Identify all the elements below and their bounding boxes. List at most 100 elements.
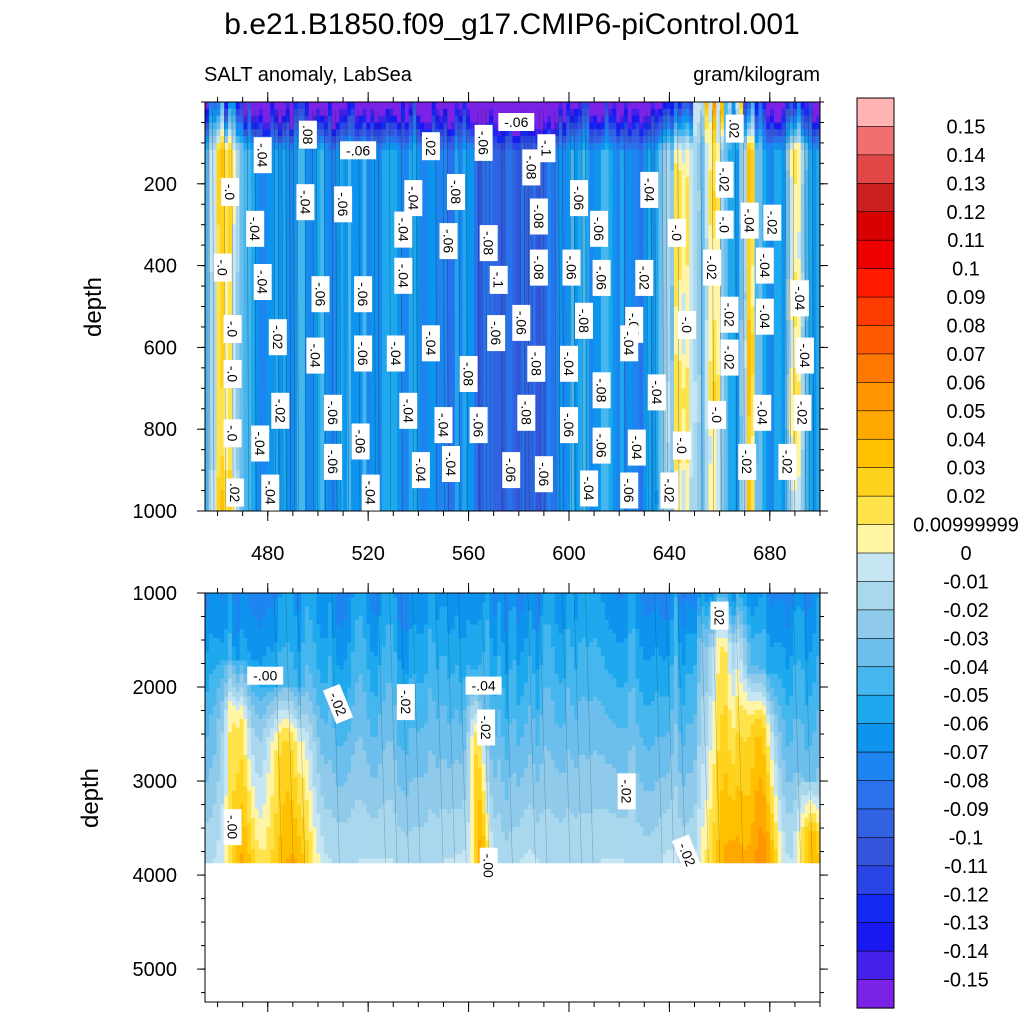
- field-cell: [512, 401, 517, 410]
- field-cell: [335, 333, 340, 341]
- field-cell: [520, 436, 525, 444]
- field-cell: [462, 326, 467, 335]
- field-cell: [489, 183, 494, 192]
- field-cell: [462, 395, 467, 403]
- field-cell: [354, 170, 360, 178]
- field-cell: [381, 176, 387, 185]
- field-cell: [351, 333, 356, 341]
- field-cell: [297, 286, 302, 294]
- field-cell: [366, 183, 371, 192]
- field-cell: [258, 108, 264, 117]
- field-cell: [385, 401, 390, 410]
- field-cell: [239, 299, 244, 307]
- field-cell: [443, 142, 448, 151]
- field-cell: [393, 483, 398, 491]
- field-cell: [270, 102, 275, 110]
- field-cell: [458, 395, 463, 403]
- field-cell: [470, 320, 475, 328]
- field-cell: [304, 265, 310, 273]
- field-cell: [308, 504, 314, 512]
- field-cell: [320, 374, 325, 382]
- field-cell: [366, 170, 371, 178]
- field-cell: [335, 476, 340, 485]
- field-cell: [343, 442, 348, 451]
- field-cell: [493, 170, 498, 178]
- field-cell: [324, 204, 329, 212]
- field-cell: [224, 504, 229, 512]
- field-cell: [285, 136, 290, 144]
- field-cell: [470, 395, 475, 403]
- field-cell: [274, 279, 279, 287]
- field-cell: [408, 504, 413, 512]
- field-cell: [512, 245, 517, 253]
- field-cell: [289, 374, 294, 382]
- field-cell: [266, 381, 271, 389]
- field-cell: [328, 231, 333, 239]
- field-cell: [466, 122, 471, 130]
- field-cell: [343, 415, 348, 423]
- field-cell: [343, 333, 348, 341]
- field-cell: [331, 115, 337, 123]
- field-cell: [243, 197, 248, 205]
- field-cell: [320, 449, 325, 457]
- field-cell: [427, 190, 433, 198]
- field-cell: [251, 183, 256, 192]
- field-cell: [354, 463, 360, 471]
- field-cell: [293, 374, 298, 382]
- field-cell: [362, 401, 367, 410]
- field-cell: [289, 238, 294, 246]
- field-cell: [451, 129, 456, 137]
- field-cell: [347, 415, 352, 423]
- field-cell: [497, 183, 502, 192]
- field-cell: [335, 102, 340, 110]
- field-cell: [243, 388, 248, 396]
- field-cell: [358, 463, 363, 471]
- field-cell: [316, 251, 321, 260]
- field-cell: [381, 449, 387, 457]
- field-cell: [370, 408, 375, 416]
- field-cell: [431, 292, 437, 301]
- field-cell: [308, 306, 314, 314]
- field-cell: [447, 490, 452, 498]
- field-cell: [385, 149, 390, 157]
- field-cell: [343, 265, 348, 273]
- field-cell: [228, 401, 233, 410]
- field-cell: [481, 476, 486, 485]
- field-cell: [239, 354, 244, 362]
- field-cell: [281, 456, 287, 464]
- field-cell: [304, 470, 310, 478]
- field-cell: [289, 326, 294, 335]
- field-cell: [316, 197, 321, 205]
- field-cell: [235, 463, 240, 471]
- field-cell: [243, 449, 248, 457]
- field-cell: [454, 497, 460, 505]
- field-cell: [293, 122, 298, 130]
- field-cell: [489, 456, 494, 464]
- field-cell: [458, 422, 463, 430]
- field-cell: [431, 367, 437, 376]
- field-cell: [404, 456, 410, 464]
- field-cell: [389, 490, 394, 498]
- field-cell: [420, 306, 425, 314]
- field-cell: [416, 497, 421, 505]
- field-cell: [258, 388, 264, 396]
- field-cell: [412, 136, 417, 144]
- field-cell: [485, 497, 490, 505]
- field-cell: [316, 497, 321, 505]
- field-cell: [212, 176, 217, 185]
- field-cell: [251, 326, 256, 335]
- field-cell: [231, 258, 237, 266]
- field-cell: [497, 415, 502, 423]
- field-cell: [243, 251, 248, 260]
- field-cell: [243, 286, 248, 294]
- field-cell: [289, 436, 294, 444]
- field-cell: [516, 340, 521, 348]
- field-cell: [451, 361, 456, 369]
- field-cell: [512, 238, 517, 246]
- field-cell: [389, 217, 394, 226]
- field-cell: [466, 149, 471, 157]
- field-cell: [266, 463, 271, 471]
- field-cell: [474, 102, 479, 110]
- field-cell: [397, 299, 402, 307]
- field-cell: [208, 313, 214, 321]
